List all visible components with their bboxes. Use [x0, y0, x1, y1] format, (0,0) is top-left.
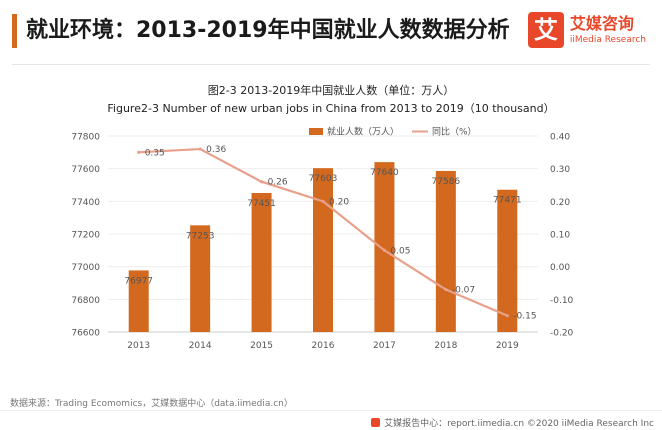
y-left-tick-label: 76600 [71, 329, 100, 339]
y-right-tick-label: 0.10 [550, 231, 570, 241]
y-left-tick-label: 77800 [71, 133, 100, 143]
data-source-note: 数据来源：Trading Ecomomics，艾媒数据中心（data.iimed… [10, 399, 293, 409]
x-tick-label: 2014 [189, 341, 212, 351]
y-right-tick-label: 0.20 [550, 198, 570, 208]
bar-value-label: 77253 [186, 231, 215, 241]
line-point [382, 248, 387, 252]
title-accent-bar [12, 14, 17, 48]
brand-logo-text: 艾媒咨询 iiMedia Research [570, 14, 646, 46]
line-series [137, 147, 509, 318]
bar [497, 189, 518, 332]
line-point [198, 147, 202, 151]
y-right-tick-label: -0.10 [550, 296, 574, 306]
x-tick-label: 2016 [312, 341, 335, 351]
line-point [505, 314, 509, 318]
page-title: 就业环境：2013-2019年中国就业人数数据分析 [26, 18, 510, 43]
chart-axes: 76600 76800 77000 77200 77400 77600 77800 -0.20… [71, 133, 573, 352]
bar-value-label: 77586 [432, 177, 461, 187]
footer-divider [0, 410, 662, 411]
bar-value-label: 77471 [493, 196, 522, 206]
legend-line-label: 同比（%） [432, 126, 477, 138]
line-value-label: 0.26 [268, 178, 288, 188]
line-point [259, 180, 264, 184]
line-value-label: -0.07 [452, 286, 475, 296]
y-right-tick-label: 0.00 [550, 263, 570, 273]
chart-title-en: Figure2-3 Number of new urban jobs in Ch… [107, 102, 555, 115]
line-value-label: 0.05 [390, 246, 410, 256]
bar [128, 270, 149, 332]
y-left-tick-label: 77400 [71, 198, 100, 208]
legend-bar-label: 就业人数（万人） [327, 126, 399, 138]
y-left-tick-label: 76800 [71, 296, 100, 306]
bar-series [128, 162, 518, 332]
x-tick-label: 2018 [434, 341, 457, 351]
report-center-icon [371, 418, 381, 427]
brand-name-cn: 艾媒咨询 [569, 14, 634, 33]
bar-value-label: 77640 [370, 168, 399, 178]
bar-value-label: 76977 [124, 276, 153, 286]
chart-legend: 就业人数（万人） 同比（%） [309, 126, 477, 138]
chart-title-cn: 图2-3 2013-2019年中国就业人数（单位：万人） [207, 84, 455, 97]
x-tick-label: 2013 [127, 341, 150, 351]
line-value-label: 0.20 [329, 197, 349, 207]
brand-logo-icon: 艾 [527, 12, 564, 48]
line-value-label: 0.36 [206, 145, 226, 155]
line-value-label: 0.35 [145, 148, 165, 158]
line-point [321, 199, 325, 203]
y-left-tick-label: 77200 [71, 231, 100, 241]
line-value-label: -0.15 [513, 312, 536, 322]
x-tick-label: 2015 [250, 341, 273, 351]
legend-bar-swatch [309, 128, 323, 135]
bar [190, 225, 211, 332]
bar-value-label: 77603 [309, 174, 338, 184]
report-center-text: 艾媒报告中心：report.iimedia.cn ©2020 iiMedia R… [384, 419, 654, 429]
brand-name-en: iiMedia Research [569, 35, 646, 45]
bar [435, 170, 456, 332]
bar [374, 162, 395, 332]
bar-value-label: 77451 [247, 199, 276, 209]
bar [251, 193, 272, 332]
bar [313, 168, 333, 332]
data-labels: 76977 77253 77451 77603 77640 77586 77471 0.35 0… [124, 145, 536, 322]
x-tick-label: 2019 [496, 341, 519, 351]
y-right-tick-label: -0.20 [550, 329, 574, 339]
line-point [137, 150, 141, 154]
line-point [444, 287, 448, 292]
y-right-tick-label: 0.30 [550, 165, 570, 175]
y-right-tick-label: 0.40 [550, 133, 570, 143]
x-tick-label: 2017 [373, 341, 396, 351]
header-divider [12, 64, 650, 65]
brand-logo: 艾 艾媒咨询 iiMedia Research [527, 12, 646, 48]
y-left-tick-label: 77000 [71, 263, 100, 273]
y-left-tick-label: 77600 [71, 165, 100, 175]
report-center-note: 艾媒报告中心：report.iimedia.cn ©2020 iiMedia R… [371, 416, 654, 429]
